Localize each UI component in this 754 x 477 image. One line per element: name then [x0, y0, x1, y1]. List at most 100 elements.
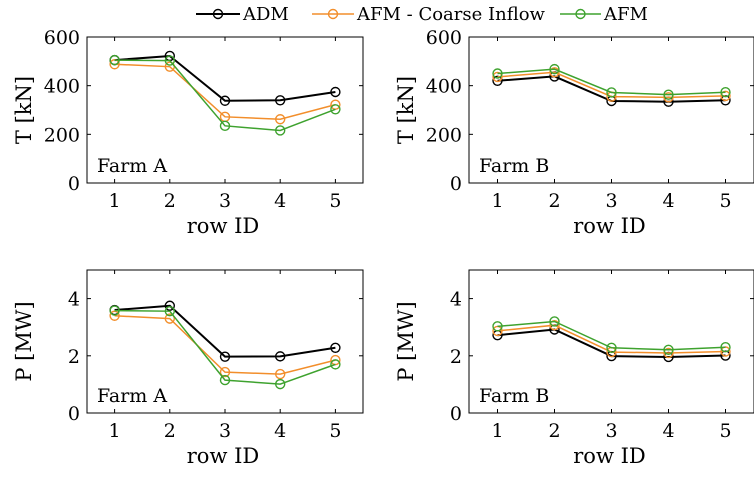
series-adm [109, 50, 341, 106]
data-point [549, 63, 560, 75]
y-axis-label: P [MW] [394, 301, 418, 381]
legend-entry-afm-coarse-inflow: AFM - Coarse Inflow [312, 4, 546, 25]
panel-top-right: 1 2 3 4 5 0 200 400 600 row ID T [kN] Farm B [394, 27, 754, 238]
series-line [114, 315, 336, 375]
data-point [164, 305, 176, 317]
data-point [720, 346, 731, 357]
y-axis-label: T [kN] [394, 76, 418, 144]
series-afm-coarse-inflow [109, 310, 341, 380]
x-tick-label: 5 [719, 420, 731, 442]
y-tick-label: 400 [44, 76, 80, 98]
panel-bottom-left: 1 2 3 4 5 0 2 4 row ID P [MW] Farm A [12, 269, 364, 468]
data-point [549, 316, 560, 327]
series-afm-coarse-inflow [109, 59, 341, 125]
data-point [219, 366, 231, 378]
series-line [497, 75, 726, 103]
series-line [114, 304, 336, 358]
series-line [114, 59, 336, 132]
data-point [720, 87, 731, 98]
x-tick-label: 1 [491, 190, 503, 212]
x-tick-label: 2 [164, 190, 176, 212]
data-point [275, 125, 286, 136]
data-point [330, 86, 341, 98]
x-tick-label: 5 [719, 190, 731, 212]
data-point [219, 120, 231, 132]
x-tick-label: 4 [662, 420, 674, 442]
data-point [720, 95, 731, 106]
panel-top-left: 1 2 3 4 5 0 200 400 600 row ID T [kN] Farm A [12, 27, 364, 238]
x-tick-label: 5 [329, 420, 341, 442]
data-point [109, 59, 120, 70]
series-line [114, 54, 336, 102]
y-tick-label: 200 [44, 124, 80, 146]
data-point [275, 95, 286, 106]
legend-label: ADM [242, 4, 289, 25]
y-tick-label: 4 [68, 289, 80, 311]
series-adm [109, 300, 341, 362]
data-point [720, 350, 731, 361]
panel-bottom-right: 1 2 3 4 5 0 2 4 row ID P [MW] Farm B [394, 269, 754, 468]
y-axis-label: P [MW] [12, 301, 36, 381]
y-tick-label: 0 [68, 173, 80, 195]
y-tick-label: 600 [426, 27, 462, 49]
x-tick-label: 5 [329, 190, 341, 212]
legend-label: AFM - Coarse Inflow [356, 4, 546, 25]
legend-entry-adm: ADM [196, 4, 289, 25]
data-point [164, 313, 176, 324]
x-tick-label: 3 [605, 420, 617, 442]
series-line [114, 309, 336, 385]
x-tick-label: 1 [109, 420, 121, 442]
x-axis-label: row ID [187, 444, 259, 468]
data-point [606, 342, 617, 353]
x-axis-label: row ID [187, 214, 259, 238]
x-axis-label: row ID [573, 444, 645, 468]
y-tick-label: 0 [68, 403, 80, 425]
y-axis-label: T [kN] [12, 76, 36, 144]
x-tick-label: 1 [491, 420, 503, 442]
data-point [164, 300, 176, 311]
farm-annotation: Farm B [479, 155, 549, 177]
y-tick-label: 4 [450, 289, 462, 311]
data-point [549, 319, 560, 331]
x-tick-label: 2 [548, 420, 560, 442]
legend-label: AFM [603, 4, 648, 25]
data-point [330, 359, 341, 370]
data-point [720, 90, 731, 102]
data-point [549, 67, 560, 78]
y-tick-label: 0 [450, 403, 462, 425]
farm-annotation: Farm A [97, 155, 167, 177]
farm-annotation: Farm B [479, 385, 549, 407]
x-tick-label: 3 [605, 190, 617, 212]
data-point [330, 99, 341, 110]
x-tick-label: 1 [109, 190, 121, 212]
series-line [114, 63, 336, 121]
y-tick-label: 200 [426, 124, 462, 146]
data-point [492, 68, 503, 79]
x-tick-label: 4 [662, 190, 674, 212]
data-point [606, 87, 617, 98]
data-point [663, 89, 674, 100]
y-tick-label: 2 [68, 346, 80, 368]
series-afm [492, 63, 731, 100]
data-point [275, 351, 286, 362]
data-point [219, 374, 231, 386]
data-point [492, 321, 503, 332]
data-point [219, 351, 231, 362]
legend-marker [575, 8, 586, 20]
y-tick-label: 400 [426, 76, 462, 98]
chart-panels: 1 2 3 4 5 0 200 400 600 row ID T [kN] Farm A 1 2 3 4 5 0 2… [12, 27, 754, 468]
data-point [663, 347, 674, 359]
legend-marker [327, 8, 339, 20]
data-point [109, 54, 120, 66]
y-tick-label: 600 [44, 27, 80, 49]
data-point [109, 305, 120, 316]
y-tick-label: 2 [450, 346, 462, 368]
data-point [720, 342, 731, 353]
series-afm [109, 305, 341, 390]
series-afm [492, 316, 731, 355]
data-point [492, 71, 503, 83]
x-tick-label: 3 [219, 190, 231, 212]
data-point [275, 378, 286, 390]
data-point [219, 95, 231, 106]
